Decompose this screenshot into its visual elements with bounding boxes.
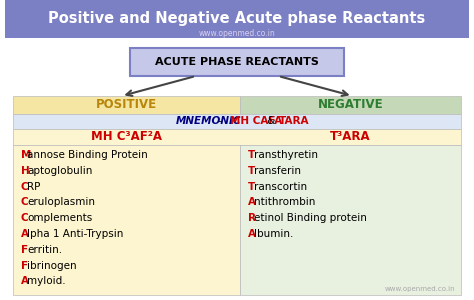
Text: A: A [248,197,256,207]
Text: ranscortin: ranscortin [254,182,307,192]
Text: ntithrombin: ntithrombin [254,197,316,207]
Text: A: A [248,229,256,239]
Text: F: F [20,261,28,271]
FancyBboxPatch shape [13,96,240,114]
Text: ransferin: ransferin [254,166,301,176]
Text: C: C [20,213,28,223]
Text: &: & [264,116,279,127]
Text: A: A [20,276,28,286]
FancyBboxPatch shape [5,0,469,38]
Text: ACUTE PHASE REACTANTS: ACUTE PHASE REACTANTS [155,57,319,67]
Text: A: A [20,229,28,239]
Text: ibrinogen: ibrinogen [27,261,77,271]
FancyBboxPatch shape [13,145,240,295]
Text: eruloplasmin: eruloplasmin [27,197,95,207]
Text: www.openmed.co.in: www.openmed.co.in [199,28,275,38]
Text: www.openmed.co.in: www.openmed.co.in [385,286,456,292]
Text: F: F [20,245,28,255]
Text: H: H [20,166,29,176]
Text: R: R [248,213,256,223]
Text: MH CAFA: MH CAFA [230,116,282,127]
Text: M: M [20,150,31,160]
Text: Positive and Negative Acute phase Reactants: Positive and Negative Acute phase Reacta… [48,11,426,26]
Text: annose Binding Protein: annose Binding Protein [27,150,148,160]
FancyBboxPatch shape [130,48,344,76]
Text: myloid.: myloid. [27,276,65,286]
Text: lpha 1 Anti-Trypsin: lpha 1 Anti-Trypsin [27,229,123,239]
Text: etinol Binding protein: etinol Binding protein [254,213,367,223]
Text: RP: RP [27,182,40,192]
Text: T³ARA: T³ARA [330,130,371,143]
FancyBboxPatch shape [10,39,464,295]
Text: ransthyretin: ransthyretin [254,150,318,160]
Text: TARA: TARA [279,116,309,127]
Text: erritin.: erritin. [27,245,62,255]
FancyBboxPatch shape [240,96,461,114]
Text: MNEMONIC: MNEMONIC [176,116,241,127]
Text: C: C [20,182,28,192]
Text: MH C³AF²A: MH C³AF²A [91,130,162,143]
Text: T: T [248,150,255,160]
Text: C: C [20,197,28,207]
Text: lbumin.: lbumin. [254,229,293,239]
FancyBboxPatch shape [13,114,461,129]
Text: aptoglobulin: aptoglobulin [27,166,92,176]
Text: T: T [248,166,255,176]
Text: POSITIVE: POSITIVE [96,98,157,112]
Text: omplements: omplements [27,213,92,223]
Text: NEGATIVE: NEGATIVE [318,98,383,112]
Text: -: - [215,116,225,127]
FancyBboxPatch shape [13,129,461,145]
FancyBboxPatch shape [240,145,461,295]
Text: T: T [248,182,255,192]
